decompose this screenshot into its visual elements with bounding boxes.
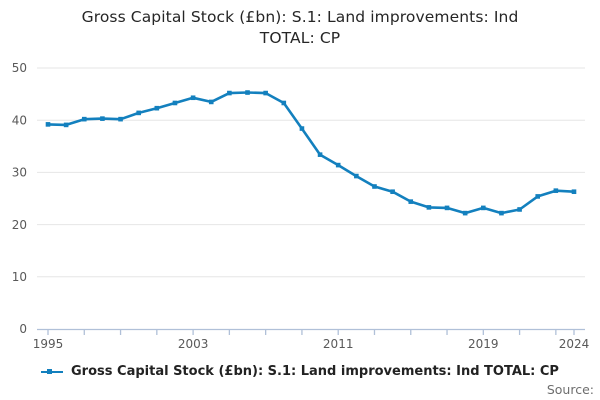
data-point-marker[interactable] (190, 95, 196, 101)
y-axis-tick-label: 40 (12, 113, 27, 127)
data-point-marker[interactable] (245, 90, 250, 95)
data-point-marker[interactable] (481, 205, 486, 211)
data-point-marker[interactable] (335, 162, 341, 168)
data-point-marker[interactable] (390, 189, 395, 195)
data-point-marker[interactable] (172, 100, 178, 106)
data-point-marker[interactable] (281, 100, 287, 106)
chart-title: Gross Capital Stock (£bn): S.1: Land imp… (0, 7, 600, 49)
chart-title-line1: Gross Capital Stock (£bn): S.1: Land imp… (81, 8, 519, 26)
data-point-marker[interactable] (499, 210, 504, 216)
legend-item[interactable]: Gross Capital Stock (£bn): S.1: Land imp… (0, 364, 600, 379)
data-point-marker[interactable] (408, 199, 414, 204)
data-point-marker[interactable] (136, 110, 141, 116)
data-point-marker[interactable] (81, 116, 87, 122)
data-point-marker[interactable] (299, 126, 305, 131)
y-axis-tick-label: 0 (19, 322, 27, 336)
data-point-marker[interactable] (372, 184, 377, 189)
x-axis-tick-label: 2024 (559, 337, 590, 351)
x-axis-tick-label: 2003 (178, 337, 209, 351)
source-label: Source: (546, 382, 594, 397)
data-point-marker[interactable] (45, 122, 51, 127)
data-point-marker[interactable] (118, 116, 123, 122)
data-point-marker[interactable] (535, 194, 541, 199)
data-point-marker[interactable] (100, 116, 105, 121)
x-axis-tick-label: 2019 (468, 337, 499, 351)
data-point-marker[interactable] (553, 188, 559, 193)
data-point-marker[interactable] (154, 105, 160, 111)
data-point-marker[interactable] (444, 205, 450, 211)
y-axis-tick-label: 10 (12, 270, 27, 284)
chart-title-line2: TOTAL: CP (259, 29, 341, 47)
data-point-marker[interactable] (426, 205, 432, 210)
data-point-marker[interactable] (227, 90, 232, 96)
data-point-marker[interactable] (571, 189, 577, 195)
x-axis-tick-label: 1995 (33, 337, 64, 351)
legend-line-marker-icon (41, 367, 64, 377)
data-series-line[interactable] (46, 91, 576, 215)
data-point-marker[interactable] (208, 99, 214, 105)
chart-canvas[interactable]: 0 10 20 30 40 50 1995 2003 2011 2019 2024 (0, 0, 600, 360)
x-axis-tick-label: 2011 (323, 337, 354, 351)
y-axis-tick-label: 30 (12, 166, 27, 180)
data-point-marker[interactable] (317, 152, 323, 157)
legend-label: Gross Capital Stock (£bn): S.1: Land imp… (71, 364, 559, 379)
y-axis-tick-label: 50 (12, 61, 27, 75)
data-point-marker[interactable] (263, 90, 268, 96)
data-point-marker[interactable] (462, 210, 468, 216)
data-point-marker[interactable] (517, 207, 522, 212)
y-axis-tick-label: 20 (12, 218, 27, 232)
data-point-marker[interactable] (354, 173, 359, 179)
data-point-marker[interactable] (63, 122, 69, 128)
